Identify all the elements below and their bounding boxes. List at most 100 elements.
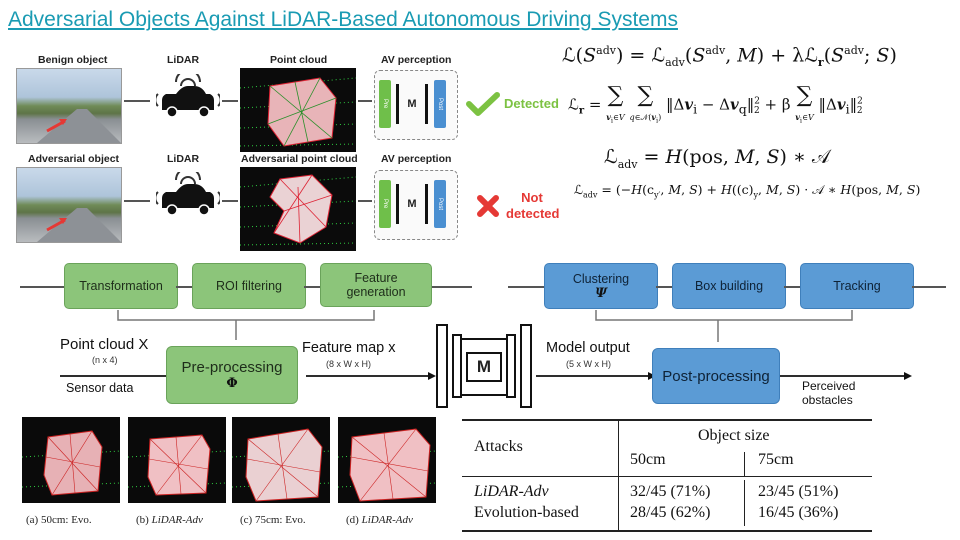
table-row-2-75cm: 16/45 (36%) [758,504,839,521]
pre-box-1: Pre [379,80,391,128]
not-detected-line1: Not [521,190,543,205]
model-top-link [462,338,506,340]
model-output-label: Model output [546,340,630,356]
stage-transformation: Transformation [64,263,178,309]
caption-b-italic: LiDAR-Adv [151,514,203,526]
table-vertical-rule [618,420,619,530]
table-header-attacks: Attacks [474,438,523,455]
table-row-1-50cm: 32/45 (71%) [630,483,711,500]
arrow-1c [358,100,372,102]
point-cloud-label: Point cloud [270,54,328,66]
road-scene-icon [37,109,121,143]
caption-b-text: (b) [136,514,152,526]
thumbnail-a [22,417,120,503]
flow-line-post-out [912,286,946,288]
cross-icon [476,194,500,223]
thumbnail-c-caption: (c) 75cm: Evo. [240,514,306,526]
adversarial-object-label: Adversarial object [28,153,120,165]
model-box-1: M [396,84,428,124]
table-row-2-50cm: 28/45 (62%) [630,504,711,521]
clustering-label: Clustering [572,271,630,286]
model-bar-left-outer [436,324,448,408]
preprocessing-box: Pre-processing Φ [166,346,298,404]
cube-render-icon [232,428,330,502]
model-core: M [466,352,502,382]
pre-box-2: Pre [379,180,391,228]
perceived-line1: Perceived [802,379,856,393]
table-row-1-name: LiDAR-Adv [474,483,549,500]
adversarial-mesh-icon [240,174,356,246]
thumbnail-c [232,417,330,503]
table-body-divider [744,480,745,526]
checkmark-icon [466,92,500,121]
point-cloud-x-label: Point cloud X [60,336,149,353]
lidar-label-2: LiDAR [167,153,200,165]
adv-point-cloud-label: Adversarial point cloud [241,153,358,165]
post-box-2: Post [434,180,446,228]
post-box-1: Post [434,80,446,128]
model-box-2: M [396,184,428,224]
cube-render-icon [128,434,226,496]
table-header-50cm: 50cm [630,451,666,468]
arrow-1a [124,100,150,102]
table-header-divider [744,452,745,476]
model-output-dim: (5 x W x H) [566,359,611,369]
equation-adv-loss-expanded: ℒadv = (−H(cy′, M, S) + H((c)y, M, S) · … [574,182,921,200]
detected-label: Detected [504,96,559,111]
equation-adv-loss: ℒadv = H(pos, M, S) ∗ 𝒜 [604,146,830,171]
adv-point-cloud-image [240,167,356,251]
flow-line-pre-1 [176,286,192,288]
postprocessing-box: Post-processing [652,348,780,404]
model-bar-left-inner [452,334,462,398]
model-bar-right-outer [520,324,532,408]
thumbnail-b [128,417,226,503]
not-detected-label: Not detected [506,190,560,222]
model-bar-right-inner [506,334,516,398]
lidar-car-icon-2 [154,167,222,233]
point-cloud-dim: (n x 4) [92,355,118,365]
stage-roi-filtering: ROI filtering [192,263,306,309]
flow-line-pre-out [432,286,472,288]
flow-line-pre-in [20,286,64,288]
point-cloud-image [240,68,356,152]
arrow-2b [222,200,238,202]
sensor-data-label: Sensor data [66,381,134,395]
cube-render-icon [22,430,120,496]
table-row-2-name: Evolution-based [474,504,579,521]
table-header-75cm: 75cm [758,451,794,468]
caption-d-italic: LiDAR-Adv [361,514,413,526]
thumbnail-d-caption: (d) LiDAR-Adv [346,514,413,526]
thumbnail-b-caption: (b) LiDAR-Adv [136,514,203,526]
preprocessing-label: Pre-processing [181,359,283,376]
flow-line-pre-2 [304,286,320,288]
benign-object-label: Benign object [38,54,108,66]
arrow-2a [124,200,150,202]
model-bottom-link [462,394,506,396]
flow-line-post-1 [656,286,672,288]
flow-line-post-in [508,286,544,288]
feature-map-dim: (8 x W x H) [326,359,371,369]
equation-total-loss: ℒ(Sadv) = ℒadv(Sadv, M) + λℒr(Sadv; S) [562,44,897,70]
av-perception-label-1: AV perception [381,54,452,66]
perceived-line2: obstacles [802,393,853,407]
stage-feature-generation: Feature generation [320,263,432,307]
cube-point-cloud-icon [240,77,356,147]
not-detected-line2: detected [506,206,560,221]
stage-clustering: Clustering Ψ [544,263,658,309]
lidar-label-1: LiDAR [167,54,200,66]
flow-line-post-2 [784,286,800,288]
cube-render-icon [338,428,436,502]
feature-map-label: Feature map x [302,340,396,356]
road-scene-icon [37,208,121,242]
table-bottom-rule [462,530,872,532]
table-header-object-size: Object size [698,427,770,444]
stage-tracking: Tracking [800,263,914,309]
thumbnail-a-caption: (a) 50cm: Evo. [26,514,92,526]
av-perception-label-2: AV perception [381,153,452,165]
page-title: Adversarial Objects Against LiDAR-Based … [8,8,678,31]
equation-regularizer: ℒr = ∑ vi∈V ∑ q∈𝒩(vi) ‖Δvi − Δvq‖22 + β ∑ v… [568,83,863,125]
table-top-rule [462,419,872,421]
caption-c-text: (c) 75cm: Evo. [240,514,306,526]
thumbnail-d [338,417,436,503]
